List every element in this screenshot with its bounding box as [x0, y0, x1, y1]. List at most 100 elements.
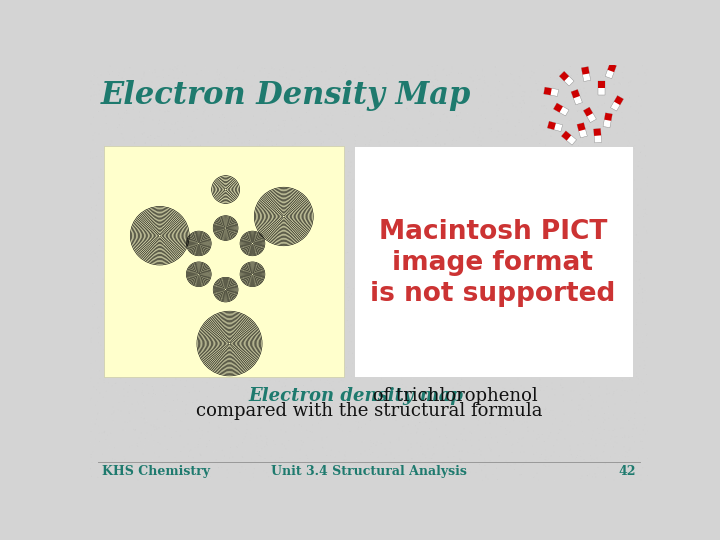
Point	[633, 289, 644, 298]
Point	[337, 427, 348, 435]
Point	[239, 464, 251, 473]
Point	[594, 373, 606, 382]
Point	[168, 159, 180, 168]
Point	[520, 367, 531, 376]
Point	[534, 376, 546, 384]
Point	[449, 311, 460, 320]
Point	[280, 448, 292, 457]
Point	[107, 165, 118, 174]
Point	[225, 103, 236, 112]
Point	[356, 410, 368, 418]
Point	[554, 187, 566, 196]
Point	[299, 278, 310, 287]
Point	[249, 191, 261, 199]
Point	[310, 294, 322, 302]
Point	[507, 284, 518, 292]
Point	[624, 238, 635, 247]
Point	[204, 195, 215, 204]
Point	[520, 318, 531, 326]
Point	[125, 125, 137, 134]
Point	[432, 82, 444, 91]
Point	[339, 364, 351, 373]
Point	[404, 289, 415, 298]
Point	[347, 359, 359, 368]
Point	[425, 206, 436, 214]
Point	[285, 72, 297, 80]
Point	[233, 382, 244, 391]
Point	[243, 177, 255, 185]
Point	[585, 391, 596, 400]
Point	[428, 342, 440, 351]
Point	[293, 244, 305, 253]
Point	[212, 349, 224, 358]
Point	[462, 176, 474, 184]
Point	[147, 392, 158, 401]
Point	[483, 408, 495, 416]
Point	[204, 330, 216, 339]
Point	[167, 168, 179, 177]
Point	[147, 455, 158, 464]
Point	[577, 369, 588, 378]
Point	[225, 90, 237, 98]
Point	[166, 236, 178, 245]
Point	[278, 464, 289, 472]
Point	[237, 190, 248, 199]
Point	[535, 136, 546, 144]
Point	[527, 300, 539, 309]
Point	[415, 442, 427, 450]
Point	[404, 308, 415, 317]
Point	[181, 401, 192, 409]
Point	[161, 445, 173, 454]
Point	[262, 166, 274, 175]
Point	[485, 308, 496, 316]
Point	[354, 111, 366, 120]
Point	[233, 441, 244, 449]
Point	[351, 363, 363, 372]
Point	[508, 242, 519, 251]
Point	[327, 127, 338, 136]
Point	[456, 91, 467, 99]
Point	[400, 152, 412, 160]
Point	[130, 426, 141, 434]
Point	[572, 152, 584, 160]
Point	[236, 83, 248, 92]
Point	[474, 177, 486, 186]
Point	[433, 203, 445, 212]
Point	[367, 164, 379, 172]
Point	[364, 140, 375, 149]
Point	[325, 254, 337, 262]
Point	[202, 296, 213, 305]
Point	[308, 113, 320, 122]
Point	[356, 301, 367, 309]
Point	[109, 379, 121, 388]
Point	[495, 160, 506, 169]
Point	[280, 107, 292, 116]
Point	[573, 242, 585, 251]
Point	[439, 390, 451, 399]
Point	[130, 428, 141, 436]
Point	[383, 259, 395, 268]
Point	[98, 465, 109, 474]
Point	[595, 182, 607, 191]
Point	[599, 153, 611, 161]
Point	[548, 306, 559, 315]
Point	[245, 276, 256, 285]
Point	[603, 92, 614, 101]
Point	[146, 155, 158, 164]
Point	[106, 199, 117, 207]
Point	[463, 138, 474, 146]
Point	[426, 397, 437, 406]
Point	[194, 163, 206, 171]
Point	[189, 139, 201, 147]
Point	[135, 347, 147, 355]
Point	[447, 91, 459, 99]
Point	[471, 85, 482, 93]
Point	[249, 207, 261, 215]
Point	[361, 105, 373, 114]
Point	[375, 324, 387, 333]
Point	[109, 150, 121, 159]
Point	[632, 70, 644, 78]
Point	[603, 71, 614, 79]
Point	[562, 70, 574, 78]
Point	[368, 97, 379, 105]
